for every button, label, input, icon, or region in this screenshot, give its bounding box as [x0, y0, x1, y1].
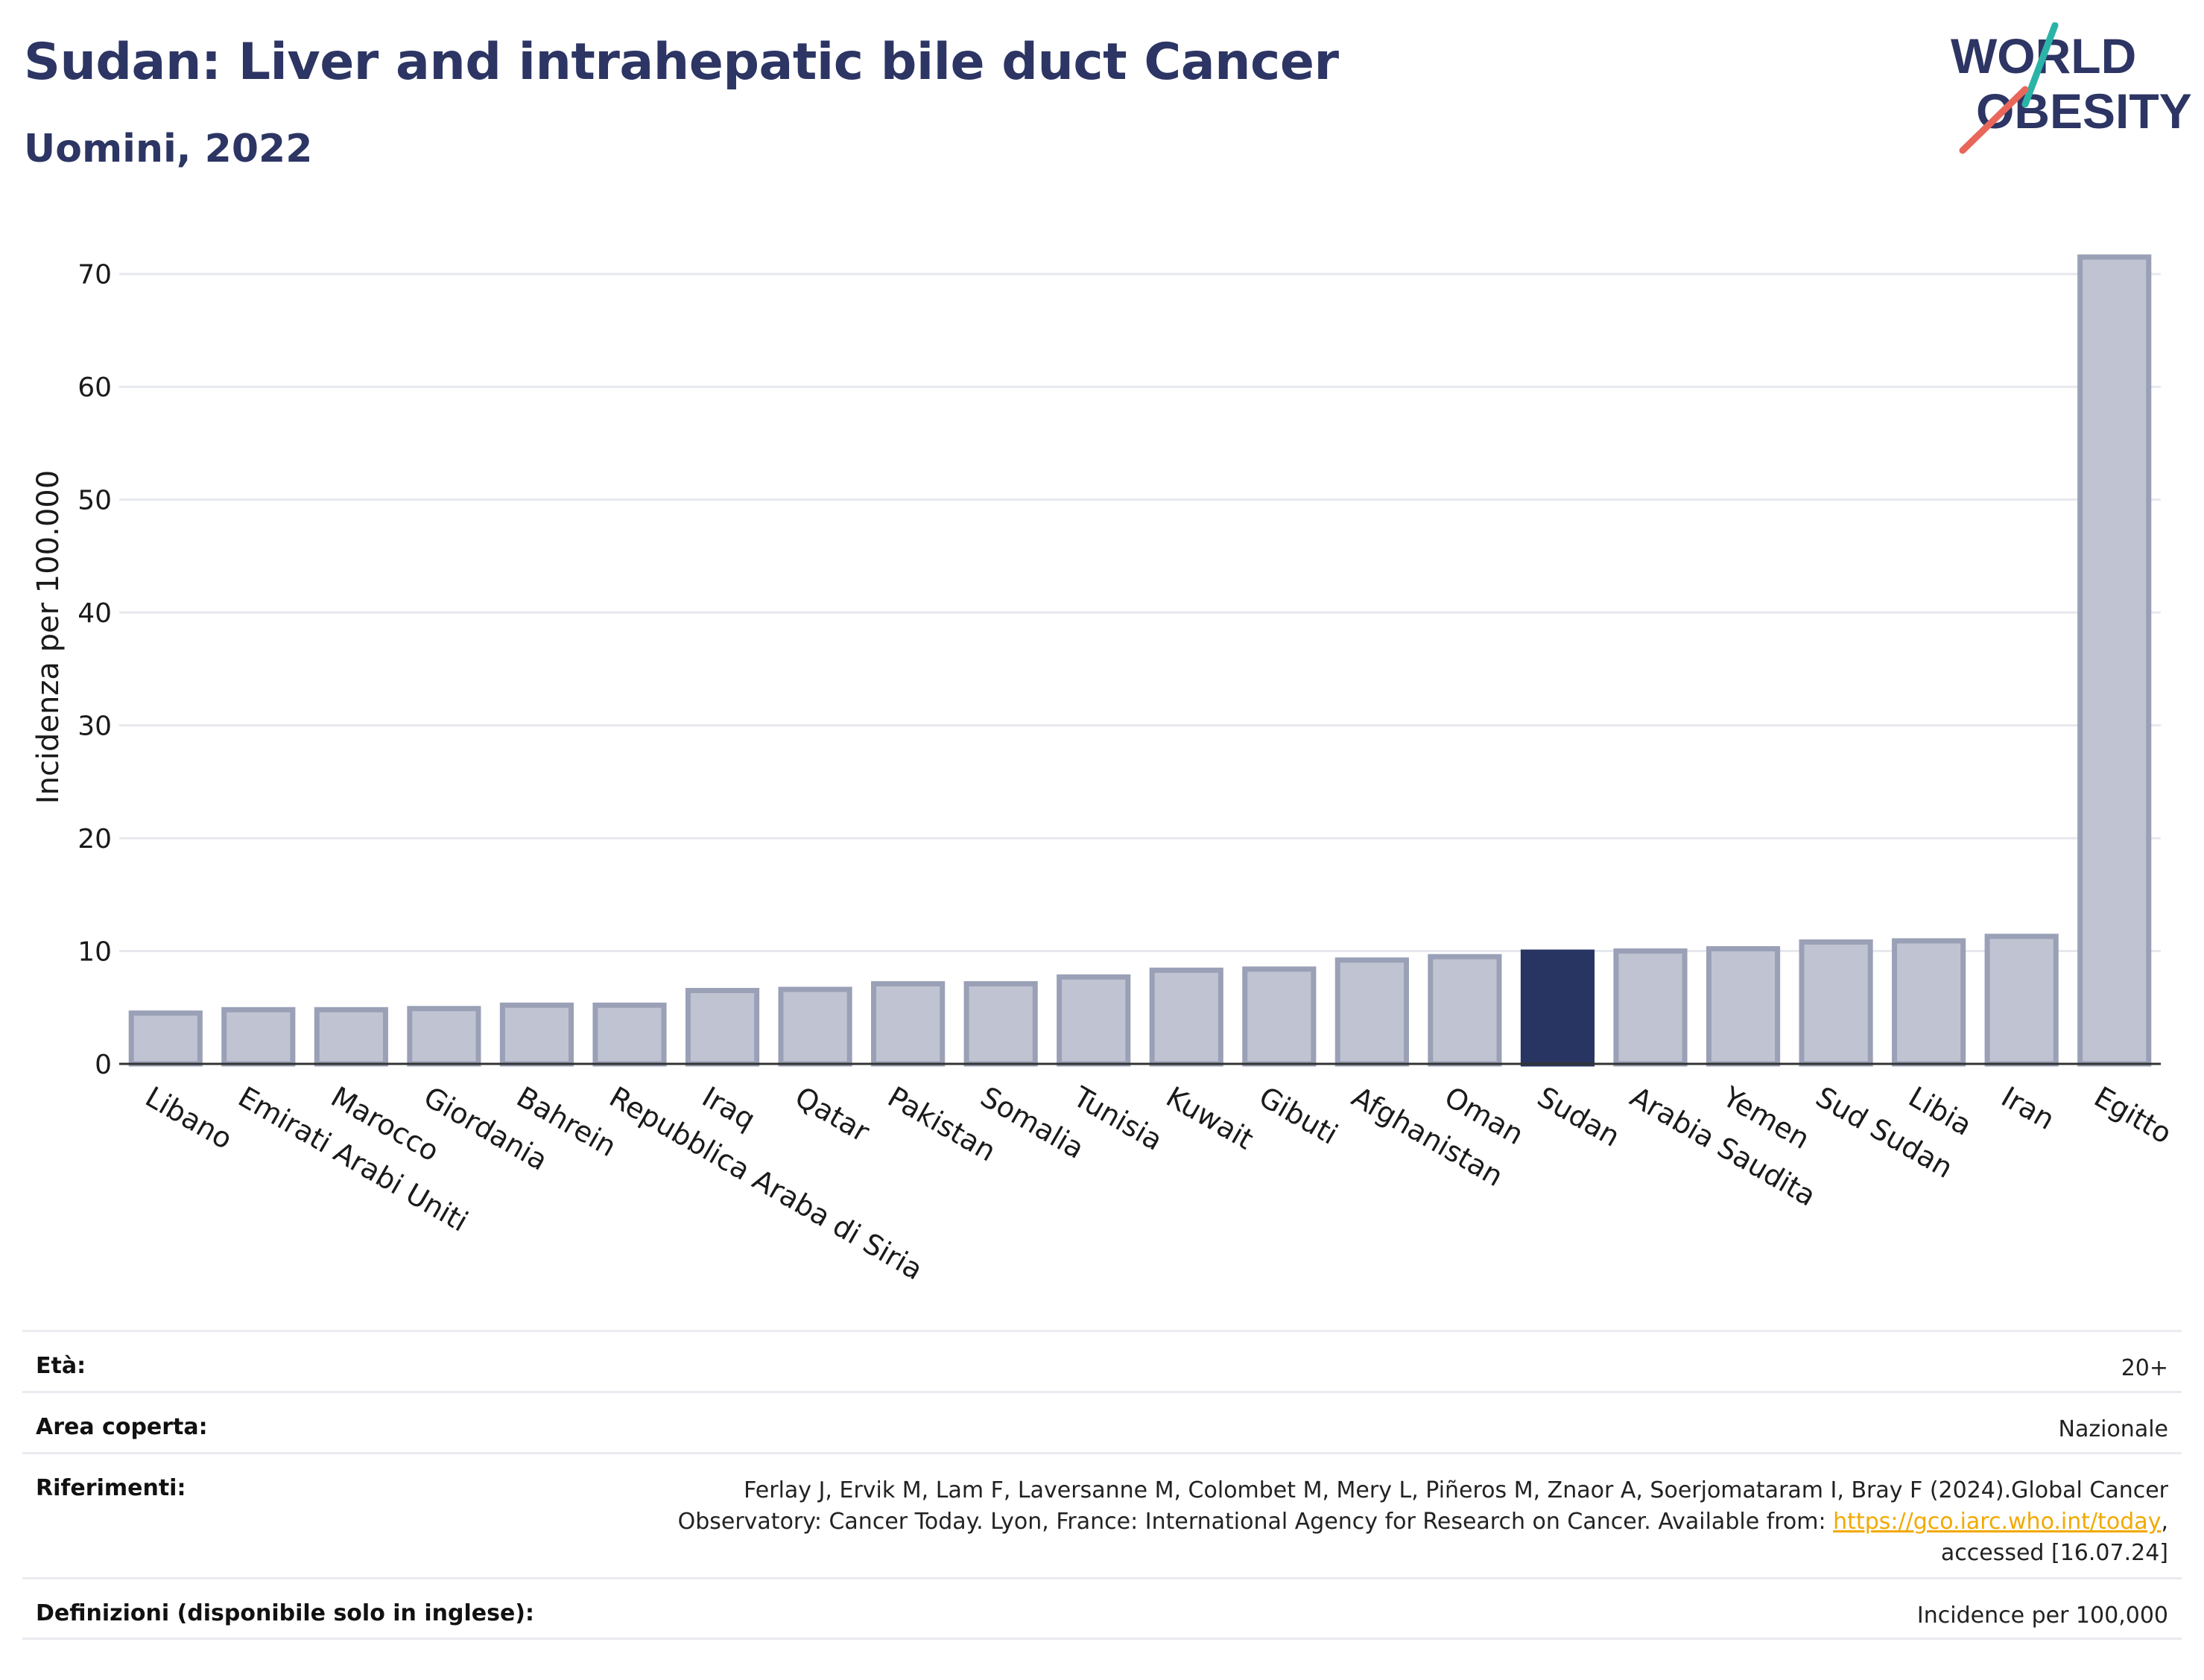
- bar-emirati-arabi-uniti: [221, 1007, 296, 1067]
- y-tick-label: 30: [77, 711, 112, 742]
- references-line-2: Observatory: Cancer Today. Lyon, France:…: [677, 1509, 1834, 1535]
- x-tick-label: Gibuti: [1253, 1080, 1343, 1151]
- y-tick-label: 40: [77, 598, 112, 629]
- info-row-age: Età: 20+: [22, 1330, 2182, 1391]
- age-label: Età:: [36, 1353, 86, 1379]
- logo-teal-slash: [2021, 22, 2059, 108]
- y-axis-ticks: 0 10 20 30 40 50 60 70: [77, 260, 112, 1080]
- age-value: 20+: [2121, 1355, 2168, 1381]
- x-tick-label: Qatar: [790, 1080, 875, 1149]
- references-line-3: accessed [16.07.24]: [1940, 1540, 2168, 1566]
- bar-qatar: [778, 986, 852, 1067]
- bar-egitto: [2077, 254, 2152, 1067]
- references-link[interactable]: https://gco.iarc.who.int/today: [1833, 1509, 2162, 1535]
- y-tick-label: 20: [77, 824, 112, 855]
- x-tick-label: Iran: [1996, 1080, 2060, 1136]
- y-tick-label: 0: [95, 1050, 112, 1080]
- info-row-definitions: Definizioni (disponibile solo in inglese…: [22, 1577, 2182, 1640]
- y-tick-label: 70: [77, 260, 112, 291]
- bar-libia: [1892, 938, 1966, 1067]
- references-value: Ferlay J, Ervik M, Lam F, Laversanne M, …: [678, 1475, 2168, 1569]
- area-label: Area coperta:: [36, 1414, 208, 1440]
- bar-pakistan: [871, 980, 946, 1067]
- area-value: Nazionale: [2058, 1416, 2168, 1442]
- definitions-value: Incidence per 100,000: [1916, 1603, 2168, 1629]
- bar-gibuti: [1242, 966, 1317, 1067]
- y-tick-label: 60: [77, 373, 112, 403]
- world-obesity-logo: WORLD OBESITY: [1951, 22, 2191, 154]
- info-table: Età: 20+ Area coperta: Nazionale Riferim…: [22, 1330, 2182, 1640]
- bar-iraq: [685, 988, 760, 1067]
- definitions-label: Definizioni (disponibile solo in inglese…: [36, 1600, 534, 1626]
- bar-bahrein: [499, 1002, 574, 1067]
- x-tick-label: Repubblica Araba di Siria: [604, 1080, 928, 1287]
- bar-iran: [1984, 933, 2059, 1067]
- bar-giordania: [407, 1006, 481, 1067]
- bar-oman: [1428, 954, 1502, 1067]
- bar-kuwait: [1149, 967, 1223, 1067]
- references-line-2-end: ,: [2161, 1509, 2168, 1535]
- y-tick-label: 10: [77, 937, 112, 968]
- info-row-area: Area coperta: Nazionale: [22, 1391, 2182, 1452]
- bar-arabia-saudita: [1613, 948, 1688, 1067]
- x-tick-label: Libano: [140, 1080, 238, 1156]
- x-tick-label: Egitto: [2089, 1080, 2177, 1150]
- bar-somalia: [963, 980, 1038, 1067]
- bar-repubblica-araba-di-siria: [592, 1002, 667, 1067]
- bar-afghanistan: [1334, 957, 1409, 1067]
- bar-tunisia: [1057, 974, 1131, 1067]
- bar-marocco: [314, 1007, 388, 1067]
- references-label: Riferimenti:: [36, 1475, 186, 1501]
- bar-libano: [128, 1010, 203, 1067]
- gridlines: [119, 273, 2161, 953]
- bar-yemen: [1706, 946, 1781, 1067]
- info-row-references: Riferimenti: Ferlay J, Ervik M, Lam F, L…: [22, 1452, 2182, 1577]
- x-tick-label: Kuwait: [1161, 1080, 1259, 1156]
- y-axis-title: Incidenza per 100.000: [31, 470, 66, 804]
- bar-sud-sudan: [1799, 939, 1873, 1067]
- logo-red-slash: [1959, 86, 2029, 154]
- chart-subtitle: Uomini, 2022: [24, 127, 313, 171]
- references-line-1: Ferlay J, Ervik M, Lam F, Laversanne M, …: [744, 1477, 2168, 1503]
- x-tick-label: Iraq: [697, 1080, 761, 1136]
- bar-sudan: [1520, 949, 1595, 1067]
- bars: [119, 254, 2161, 1067]
- x-tick-label: Sudan: [1532, 1080, 1626, 1153]
- logo-word-obesity: OBESITY: [1976, 83, 2191, 139]
- y-tick-label: 50: [77, 486, 112, 516]
- chart-title: Sudan: Liver and intrahepatic bile duct …: [24, 33, 1339, 92]
